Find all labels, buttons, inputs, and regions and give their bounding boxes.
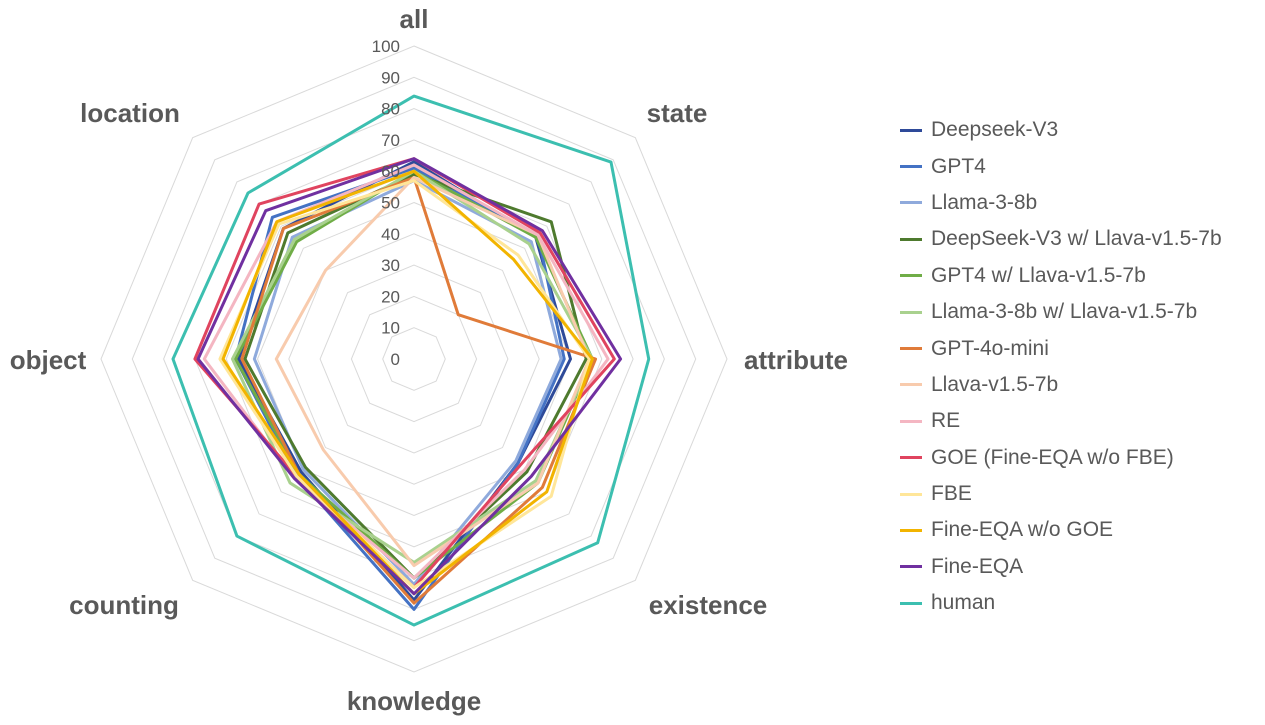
legend-item: Llama-3-8b w/ Llava-v1.5-7b xyxy=(900,294,1260,330)
legend-label: RE xyxy=(931,409,961,433)
legend-item: human xyxy=(900,585,1260,621)
tick-label-50: 50 xyxy=(381,194,400,213)
legend-label: DeepSeek-V3 w/ Llava-v1.5-7b xyxy=(931,227,1222,251)
legend-item: DeepSeek-V3 w/ Llava-v1.5-7b xyxy=(900,221,1260,257)
legend-label: GPT4 xyxy=(931,154,986,178)
axis-label-state: state xyxy=(647,98,708,128)
legend-item: RE xyxy=(900,403,1260,439)
legend-label: GPT-4o-mini xyxy=(931,336,1049,360)
series-7-line xyxy=(274,175,591,568)
grid-ring-10 xyxy=(382,327,446,391)
legend-label: GPT4 w/ Llava-v1.5-7b xyxy=(931,263,1146,287)
legend-swatch xyxy=(900,310,922,314)
legend-swatch xyxy=(900,128,922,132)
legend-label: human xyxy=(931,591,996,615)
grid-ring-100 xyxy=(100,45,728,673)
legend-swatch xyxy=(900,492,922,496)
grid-ring-20 xyxy=(350,295,478,423)
legend-label: Fine-EQA w/o GOE xyxy=(931,518,1114,542)
axis-label-layer: all state attribute existence knowledge … xyxy=(10,4,848,716)
legend-swatch xyxy=(900,565,922,569)
legend-item: Fine-EQA xyxy=(900,549,1260,585)
tick-label-80: 80 xyxy=(381,100,400,119)
tick-label-20: 20 xyxy=(381,287,400,306)
legend-swatch xyxy=(900,165,922,169)
tick-label-0: 0 xyxy=(391,350,400,369)
series-layer xyxy=(171,94,651,627)
grid-ring-30 xyxy=(319,264,509,454)
grid-ring-90 xyxy=(131,76,697,642)
grid-ring-70 xyxy=(194,139,634,579)
legend-swatch xyxy=(900,456,922,460)
legend-label: Deepseek-V3 xyxy=(931,118,1059,142)
series-12-line xyxy=(196,157,623,596)
legend-swatch xyxy=(900,383,922,387)
legend-label: Fine-EQA xyxy=(931,554,1024,578)
legend-swatch xyxy=(900,274,922,278)
axis-label-location: location xyxy=(80,98,180,128)
tick-label-70: 70 xyxy=(381,131,400,150)
tick-label-10: 10 xyxy=(381,319,400,338)
series-5-line xyxy=(230,169,594,564)
axis-label-counting: counting xyxy=(69,590,179,620)
legend-label: Llama-3-8b w/ Llava-v1.5-7b xyxy=(931,300,1198,324)
tick-label-60: 60 xyxy=(381,162,400,181)
tick-label-40: 40 xyxy=(381,225,400,244)
legend-label: FBE xyxy=(931,482,972,506)
legend-item: GPT-4o-mini xyxy=(900,330,1260,366)
legend-item: Llama-3-8b xyxy=(900,185,1260,221)
tick-label-100: 100 xyxy=(372,37,400,56)
legend-item: Fine-EQA w/o GOE xyxy=(900,512,1260,548)
tick-label-90: 90 xyxy=(381,68,400,87)
legend: Deepseek-V3 GPT4 Llama-3-8b DeepSeek-V3 w/ … xyxy=(900,112,1260,621)
tick-label-30: 30 xyxy=(381,256,400,275)
legend-swatch xyxy=(900,601,922,605)
series-13-line xyxy=(171,94,651,627)
series-8-line xyxy=(202,163,610,580)
axis-label-object: object xyxy=(10,345,87,375)
legend-item: GOE (Fine-EQA w/o FBE) xyxy=(900,440,1260,476)
legend-swatch xyxy=(900,419,922,423)
axis-label-attribute: attribute xyxy=(744,345,848,375)
axis-label-all: all xyxy=(400,4,429,34)
legend-label: Llava-v1.5-7b xyxy=(931,372,1059,396)
legend-item: Deepseek-V3 xyxy=(900,112,1260,148)
series-6-line xyxy=(240,175,598,605)
legend-swatch xyxy=(900,237,922,241)
axis-label-knowledge: knowledge xyxy=(347,686,481,716)
legend-item: Llava-v1.5-7b xyxy=(900,367,1260,403)
legend-item: GPT4 xyxy=(900,148,1260,184)
series-2-line xyxy=(252,179,563,586)
legend-item: GPT4 w/ Llava-v1.5-7b xyxy=(900,258,1260,294)
legend-item: FBE xyxy=(900,476,1260,512)
legend-swatch xyxy=(900,347,922,351)
tick-layer: 0 10 20 30 40 50 60 70 80 90 100 xyxy=(372,37,400,369)
legend-swatch xyxy=(900,528,922,532)
grid-ring-40 xyxy=(288,233,540,485)
axis-label-existence: existence xyxy=(649,590,768,620)
legend-label: Llama-3-8b xyxy=(931,190,1038,214)
legend-swatch xyxy=(900,201,922,205)
legend-label: GOE (Fine-EQA w/o FBE) xyxy=(931,445,1174,469)
